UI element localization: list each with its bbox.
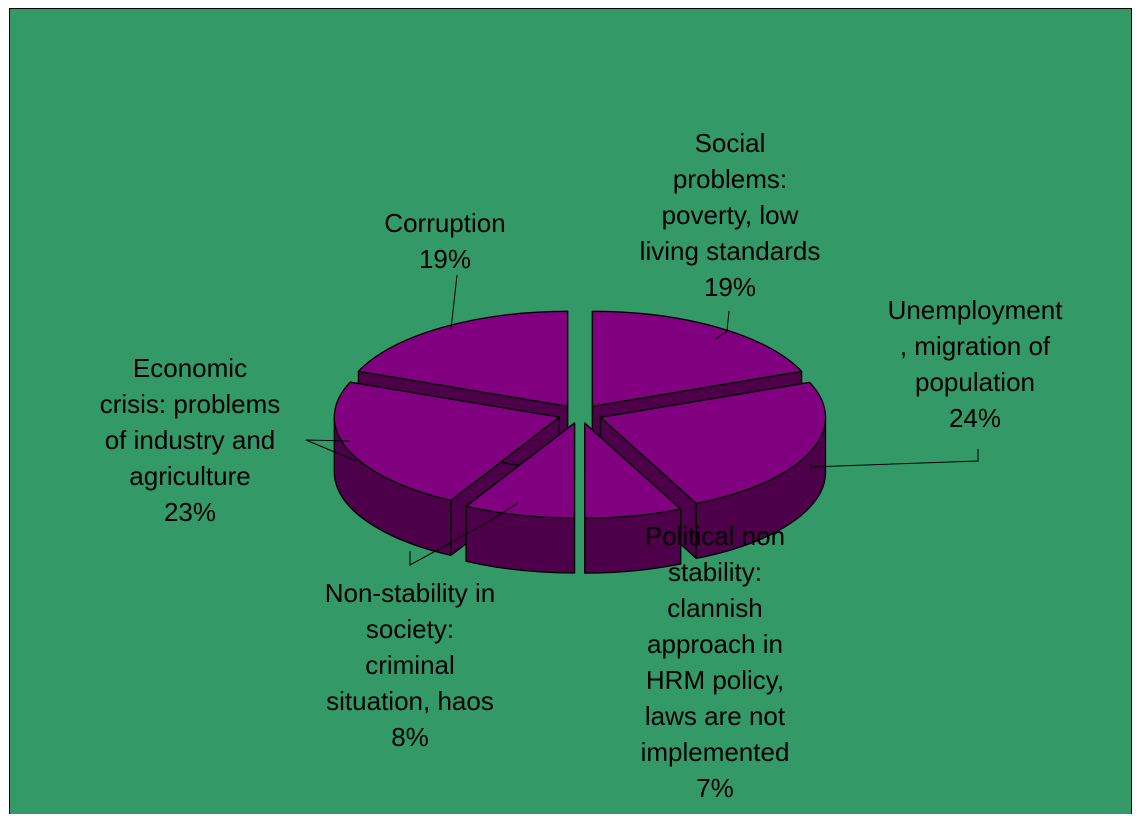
pie-slice-non-stability-society bbox=[465, 422, 576, 574]
leader-line-non-stability-society bbox=[409, 502, 519, 566]
chart-area: Social problems: poverty, low living sta… bbox=[9, 8, 1132, 814]
pie-slice-top-political-non-stability bbox=[584, 422, 682, 519]
slice-label-political-non-stability: Political non stability: clannish approa… bbox=[640, 521, 790, 803]
leader-line-economic-crisis bbox=[305, 439, 357, 462]
pie-slice-top-unemployment bbox=[599, 381, 827, 505]
slice-label-social-problems: Social problems: poverty, low living sta… bbox=[639, 128, 821, 302]
pie-slice-top-economic-crisis bbox=[333, 381, 560, 502]
slice-label-non-stability-society: Non-stability in society: criminal situa… bbox=[324, 578, 496, 752]
leader-line-unemployment bbox=[809, 449, 979, 468]
leader-line-corruption bbox=[450, 274, 458, 330]
pie-slice-top-non-stability-society bbox=[465, 422, 576, 519]
pie-slice-top-corruption bbox=[357, 310, 569, 407]
pie-chart bbox=[305, 274, 979, 574]
pie-slice-top-social-problems bbox=[591, 310, 803, 407]
slice-label-corruption: Corruption 19% bbox=[384, 208, 506, 274]
leader-line-social-problems bbox=[715, 310, 730, 340]
pie-slice-political-non-stability bbox=[584, 422, 682, 574]
slice-label-economic-crisis: Economic crisis: problems of industry an… bbox=[99, 353, 281, 527]
slice-label-unemployment: Unemployment , migration of population 2… bbox=[887, 295, 1063, 433]
